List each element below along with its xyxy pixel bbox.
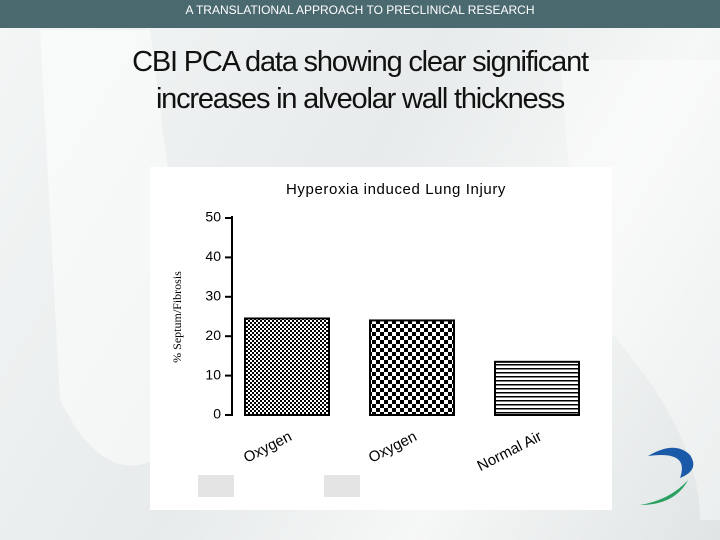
y-tick-label: 20 [205,327,221,343]
y-axis-label: % Septum/Fibrosis [170,271,184,363]
bar [369,319,455,416]
header: A TRANSLATIONAL APPROACH TO PRECLINICAL … [0,0,720,28]
y-tick-label: 30 [205,288,221,304]
label-cover [324,475,360,497]
label-cover [198,475,234,497]
chart-title: Hyperoxia induced Lung Injury [286,181,506,198]
y-tick-label: 10 [205,366,221,382]
bar [244,317,330,416]
y-tick-label: 40 [205,248,221,264]
y-tick-label: 50 [205,209,221,225]
logo [640,447,694,505]
slide-title: CBI PCA data showing clear significant i… [132,46,589,115]
bar [494,360,580,416]
y-tick-label: 0 [213,406,221,422]
